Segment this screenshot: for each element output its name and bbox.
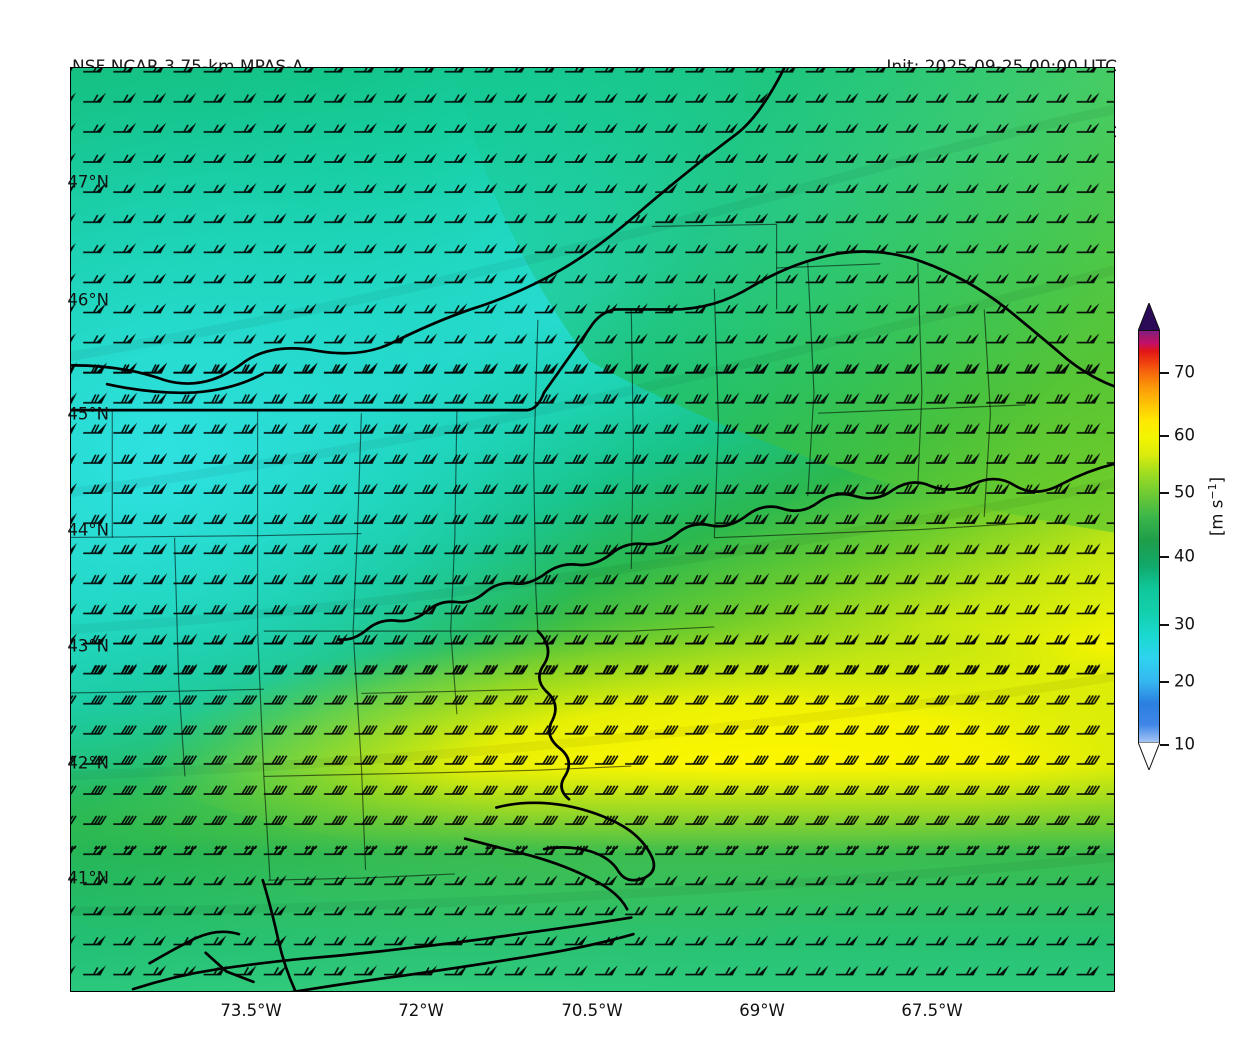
colorbar-tick-label: 70 bbox=[1174, 362, 1195, 382]
ytick-label: 47°N bbox=[67, 172, 109, 192]
ytick-label: 43°N bbox=[67, 636, 109, 656]
colorbar-tick-label: 10 bbox=[1174, 734, 1195, 754]
colorbar-tick bbox=[1160, 435, 1169, 437]
ytick-label: 45°N bbox=[67, 404, 109, 424]
colorbar-extend-max-arrow bbox=[1138, 303, 1160, 331]
colorbar-tick bbox=[1160, 744, 1169, 746]
xtick-label: 70.5°W bbox=[561, 1001, 623, 1020]
xtick-label: 67.5°W bbox=[901, 1001, 963, 1020]
state-county-borders bbox=[71, 223, 1026, 881]
colorbar-label-suffix: ] bbox=[1207, 476, 1227, 484]
colorbar-tick bbox=[1160, 492, 1169, 494]
colorbar-tick bbox=[1160, 556, 1169, 558]
map-axes bbox=[70, 67, 1115, 992]
colorbar-axis-label: [m s−1] bbox=[1206, 477, 1227, 536]
colorbar-tick bbox=[1160, 624, 1169, 626]
colorbar-label-exponent: −1 bbox=[1206, 483, 1219, 500]
colorbar-tick-label: 20 bbox=[1174, 671, 1195, 691]
colorbar-tick bbox=[1160, 372, 1169, 374]
xtick-label: 69°W bbox=[739, 1001, 785, 1020]
ytick-label: 46°N bbox=[67, 290, 109, 310]
colorbar-tick-label: 60 bbox=[1174, 425, 1195, 445]
coastline-layer bbox=[71, 68, 1114, 991]
ytick-label: 44°N bbox=[67, 520, 109, 540]
colorbar-tick-label: 40 bbox=[1174, 546, 1195, 566]
xtick-label: 72°W bbox=[398, 1001, 444, 1020]
colorbar-extend-min-arrow bbox=[1138, 742, 1160, 770]
colorbar-gradient bbox=[1138, 330, 1160, 743]
wind-speed-field bbox=[71, 68, 1114, 991]
ytick-label: 41°N bbox=[67, 868, 109, 888]
colorbar-tick bbox=[1160, 681, 1169, 683]
colorbar-tick-label: 50 bbox=[1174, 482, 1195, 502]
map-canvas bbox=[71, 68, 1114, 991]
xtick-label: 73.5°W bbox=[220, 1001, 282, 1020]
colorbar bbox=[1138, 303, 1160, 770]
colorbar-tick-label: 30 bbox=[1174, 614, 1195, 634]
colorbar-label-prefix: [m s bbox=[1207, 499, 1227, 536]
ytick-label: 42°N bbox=[67, 753, 109, 773]
